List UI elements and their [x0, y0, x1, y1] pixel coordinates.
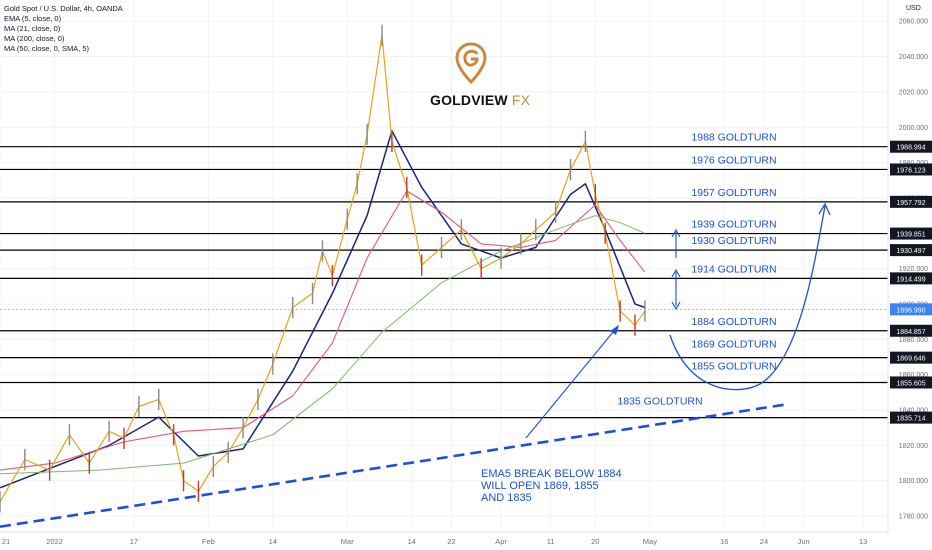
goldview-logo-icon	[455, 42, 487, 84]
level-label: 1855 GOLDTURN	[691, 360, 776, 372]
level-label: 1835 GOLDTURN	[617, 396, 702, 408]
x-tick-label: 21	[2, 537, 10, 546]
level-price-tag	[890, 351, 932, 364]
level-price-tag	[890, 272, 932, 285]
x-tick-label: 16	[720, 537, 728, 546]
level-price-tag-text: 1835.714	[896, 416, 925, 423]
level-price-tag-text: 1914.499	[896, 276, 925, 283]
y-tick-label: 2000.000	[899, 125, 928, 132]
level-price-tag-text: 1988.994	[896, 145, 925, 152]
annotation-line: AND 1835	[481, 492, 532, 504]
level-price-tag-text: 1930.497	[896, 248, 925, 255]
y-tick-label: 1800.000	[899, 478, 928, 485]
x-tick-label: Mar	[341, 537, 354, 546]
level-price-tag-text: 1976.123	[896, 167, 925, 174]
drawings	[525, 202, 831, 439]
annotation-line: EMA5 BREAK BELOW 1884	[481, 468, 622, 480]
x-tick-label: Jun	[798, 537, 810, 546]
level-price-tag	[890, 195, 932, 208]
short-up-arrowhead	[671, 268, 681, 278]
level-label: 1869 GOLDTURN	[691, 339, 776, 351]
pointer-arrow	[525, 325, 619, 439]
x-tick-label: 13	[859, 537, 867, 546]
level-label: 1976 GOLDTURN	[691, 154, 776, 166]
level-price-tag	[890, 376, 932, 389]
x-tick-label: 20	[591, 537, 599, 546]
indicator-ma200[interactable]: MA (200, close, 0)	[4, 34, 65, 43]
level-price-tag-text: 1855.605	[896, 380, 925, 387]
y-tick-label: 1780.000	[899, 514, 928, 521]
x-tick-label: 14	[408, 537, 416, 546]
projection-curve	[669, 205, 826, 391]
level-price-tag-text: 1939.851	[896, 232, 925, 239]
y-tick-label: 1840.000	[899, 408, 928, 415]
level-price-tag-text: 1869.646	[896, 356, 925, 363]
level-label: 1914 GOLDTURN	[691, 263, 776, 275]
indicator-ma50[interactable]: MA (50, close, 0, SMA, 5)	[4, 44, 90, 53]
series-line-ma200	[0, 215, 646, 475]
y-tick-label: 1820.000	[899, 443, 928, 450]
level-price-tag	[890, 244, 932, 257]
level-price-tag	[890, 140, 932, 153]
x-tick-label: Apr	[495, 537, 507, 546]
x-tick-label: 11	[547, 537, 555, 546]
level-price-tag-text: 1884.857	[896, 329, 925, 336]
x-tick-label: 22	[447, 537, 455, 546]
series-line-price	[0, 34, 646, 503]
x-tick-label: 14	[269, 537, 277, 546]
x-tick-label: May	[643, 537, 657, 546]
x-tick-label: 2022	[46, 537, 63, 546]
annotation-line: WILL OPEN 1869, 1855	[481, 480, 599, 492]
level-lines: 1988 GOLDTURN 1976 GOLDTURN 1957 GOLDTURN 1…	[0, 132, 888, 419]
indicator-ema5[interactable]: EMA (5, close, 0)	[4, 14, 62, 23]
range-arrowhead	[671, 301, 681, 311]
brand-word: GOLDVIEW	[430, 92, 508, 108]
support-trendline	[0, 403, 785, 528]
y-tick-label: 2040.000	[899, 54, 928, 61]
brand-name: GOLDVIEW FX	[430, 92, 530, 108]
annotation-note: EMA5 BREAK BELOW 1884 WILL OPEN 1869, 18…	[481, 468, 622, 504]
y-tick-label: 1860.000	[899, 372, 928, 379]
x-tick-label: 17	[130, 537, 138, 546]
level-label: 1930 GOLDTURN	[691, 235, 776, 247]
level-label: 1884 GOLDTURN	[691, 316, 776, 328]
level-price-tag	[890, 227, 932, 240]
chart-legend: Gold Spot / U.S. Dollar, 4h, OANDA EMA (…	[4, 4, 123, 54]
series-layer	[0, 24, 646, 513]
level-price-tag	[890, 324, 932, 337]
level-price-tag	[890, 411, 932, 424]
up-arrowhead	[671, 228, 681, 238]
current-price-tag-text: 1896.990	[896, 307, 925, 314]
y-tick-label: 2060.000	[899, 19, 928, 26]
x-tick-label: 24	[760, 537, 768, 546]
projection-arrowhead	[818, 202, 831, 216]
y-axis: 2060.0002040.0002020.0002000.0001980.000…	[887, 0, 932, 550]
level-label: 1988 GOLDTURN	[691, 132, 776, 144]
x-axis: 21 2022 17 Feb 14 Mar 14 22 Apr 11 20 May 16 24 Jun 13	[0, 531, 888, 546]
brand-suffix: FX	[511, 92, 531, 108]
pointer-arrowhead	[610, 325, 619, 335]
level-price-tag	[890, 163, 932, 176]
symbol-title: Gold Spot / U.S. Dollar, 4h, OANDA	[4, 4, 123, 13]
grid	[0, 0, 888, 532]
y-tick-label: 2020.000	[899, 89, 928, 96]
trendline	[0, 403, 785, 528]
x-tick-label: Feb	[202, 537, 215, 546]
y-tick-label: 1880.000	[899, 337, 928, 344]
level-label: 1957 GOLDTURN	[691, 187, 776, 199]
level-price-tag-text: 1957.792	[896, 200, 925, 207]
currency-label: USD	[906, 5, 921, 12]
current-price-tag	[890, 303, 932, 316]
level-label: 1939 GOLDTURN	[691, 219, 776, 231]
indicator-ma21[interactable]: MA (21, close, 0)	[4, 24, 61, 33]
y-tick-label: 1920.000	[899, 266, 928, 273]
